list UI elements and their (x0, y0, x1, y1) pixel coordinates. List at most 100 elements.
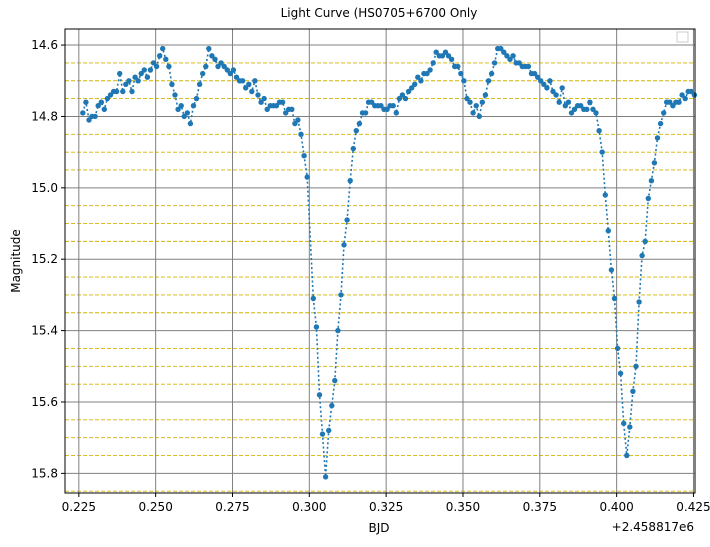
x-tick-label: 0.250 (138, 500, 172, 514)
data-point (405, 88, 412, 95)
data-point (584, 106, 590, 113)
data-point (356, 120, 363, 127)
data-point (624, 452, 630, 459)
data-point (147, 67, 154, 73)
data-point (316, 392, 323, 398)
data-point (92, 113, 98, 120)
data-point (651, 160, 658, 166)
y-tick-label: 14.6 (31, 38, 58, 52)
data-point (556, 99, 562, 105)
data-point (544, 85, 550, 91)
data-point (107, 92, 114, 98)
y-tick-label: 14.8 (31, 109, 58, 123)
data-point (667, 99, 673, 105)
data-point (467, 99, 473, 105)
x-tick-label: 0.400 (599, 500, 633, 514)
data-point (516, 60, 522, 66)
data-point (175, 106, 181, 113)
data-point (292, 120, 298, 127)
data-point (301, 153, 307, 159)
data-point (193, 95, 200, 102)
data-point (329, 402, 335, 409)
x-tick-label: 0.350 (446, 500, 480, 514)
data-point (246, 81, 252, 88)
data-point (531, 70, 538, 77)
data-point (120, 88, 126, 95)
data-point (101, 106, 108, 113)
data-point (541, 81, 547, 88)
data-point (412, 81, 418, 88)
data-point (657, 120, 664, 127)
data-point (562, 103, 568, 109)
data-point (501, 49, 507, 55)
data-point (313, 324, 320, 330)
data-point (279, 99, 286, 105)
data-point (448, 56, 455, 62)
data-point (230, 67, 237, 73)
data-point (670, 103, 676, 109)
x-axis-ticks: 0.225 0.250 0.275 0.300 0.325 0.350 0.375 0.400… (62, 493, 710, 514)
data-point (418, 78, 424, 84)
series-markers (80, 45, 698, 480)
x-tick-label: 0.300 (292, 500, 326, 514)
data-point (132, 74, 138, 80)
y-tick-label: 15.4 (31, 324, 58, 338)
data-point (482, 92, 489, 98)
data-point (86, 117, 92, 123)
data-point (442, 49, 449, 55)
data-point (129, 88, 135, 95)
data-point (470, 110, 476, 116)
data-point (390, 103, 396, 109)
data-point (679, 92, 685, 98)
data-point (473, 103, 479, 109)
data-point (445, 53, 452, 59)
data-point (80, 110, 86, 116)
chart-title: Light Curve (HS0705+6700 Only (281, 6, 478, 20)
x-tick-label: 0.375 (523, 500, 557, 514)
data-point (627, 424, 633, 430)
data-point (264, 106, 270, 113)
y-tick-label: 15.2 (31, 252, 58, 266)
y-tick-label: 15.8 (31, 466, 58, 480)
data-point (491, 60, 498, 66)
data-point (209, 53, 215, 59)
data-point (621, 420, 627, 427)
data-point (326, 427, 332, 434)
data-point (203, 63, 209, 70)
data-point (590, 106, 596, 113)
data-point (378, 103, 384, 109)
data-point (424, 70, 430, 77)
data-point (172, 92, 178, 98)
data-point (488, 70, 495, 77)
data-point (322, 474, 329, 480)
data-point (571, 106, 578, 113)
data-point (676, 99, 682, 105)
data-point (163, 56, 169, 62)
x-tick-label: 0.275 (215, 500, 249, 514)
data-point (611, 295, 618, 302)
data-point (138, 70, 144, 77)
data-point (645, 195, 651, 202)
data-point (455, 63, 461, 70)
data-point (433, 49, 439, 55)
data-point (153, 63, 160, 70)
data-point (525, 63, 532, 70)
legend-box (676, 31, 689, 43)
data-point (169, 81, 175, 88)
data-point (190, 103, 197, 109)
reference-lines (65, 62, 695, 492)
data-point (507, 56, 513, 62)
data-point (639, 252, 645, 259)
data-point (605, 228, 611, 234)
data-point (350, 145, 356, 152)
data-point (630, 388, 636, 394)
data-point (439, 53, 446, 59)
data-point (485, 78, 492, 84)
data-point (550, 88, 556, 95)
data-point (409, 85, 415, 91)
data-point (535, 74, 541, 80)
data-point (310, 295, 316, 302)
data-point (126, 78, 132, 84)
y-axis-label: Magnitude (9, 229, 23, 293)
